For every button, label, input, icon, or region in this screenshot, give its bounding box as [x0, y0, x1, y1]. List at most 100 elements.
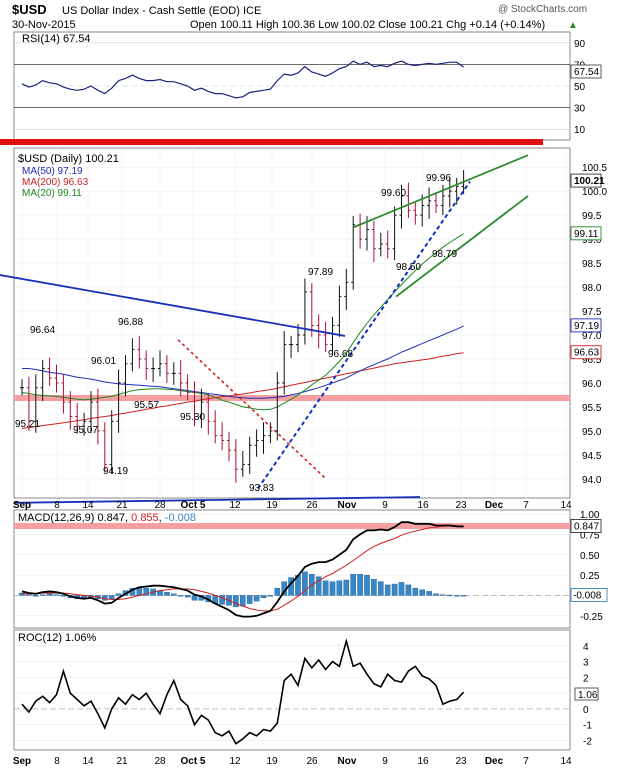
macd-hist-bar [460, 595, 467, 597]
macd-hist-bar [329, 581, 336, 596]
price-annotation: 94.19 [103, 466, 128, 477]
x-tick-mid: 16 [417, 500, 429, 511]
macd-value-tag-text: 0.847 [574, 522, 599, 533]
price-tick-label: 98.5 [582, 259, 602, 270]
rsi-value-tag-text: 67.54 [574, 67, 599, 78]
price-bar [89, 391, 93, 433]
price-annotation: 99.96 [426, 173, 451, 184]
price-bar [192, 381, 197, 427]
price-tick-label: 95.5 [582, 403, 602, 414]
macd-hist-bar [143, 587, 150, 596]
macd-value-tag [570, 519, 602, 533]
legend-ma20: MA(20) 99.11 [22, 188, 82, 199]
price-annotation: 95.21 [15, 419, 40, 430]
close-value-tag-text: 100.21 [574, 176, 605, 187]
macd-hist-bar [267, 595, 274, 597]
ma200-value-tag-text: 96.63 [574, 348, 599, 359]
x-tick-mid: 26 [306, 500, 318, 511]
index-name: US Dollar Index - Cash Settle (EOD) ICE [62, 5, 261, 17]
close-value-tag-box [570, 173, 602, 188]
macd-hist-bar [46, 593, 53, 596]
price-bar [109, 410, 114, 475]
macd-hist-bar [447, 594, 453, 597]
ohlc-readout: Open 100.11 High 100.36 Low 100.02 Close… [190, 19, 545, 31]
ma50-value-tag-text: 97.19 [574, 321, 599, 332]
price-bar [220, 422, 225, 451]
x-tick-mid: 7 [523, 500, 529, 511]
price-bar [261, 422, 266, 454]
channel-lower-line [395, 195, 529, 298]
price-bar [185, 374, 190, 401]
price-tick-label: 94.5 [582, 451, 602, 462]
macd-tick-label: 1.00 [580, 510, 600, 521]
macd-hist-bar [322, 580, 329, 596]
price-bar [337, 285, 342, 337]
macd-hist-bar [274, 587, 281, 596]
roc-tick-label: -2 [583, 737, 592, 748]
price-bar [434, 192, 438, 214]
price-bar [130, 338, 135, 372]
ma20-value-tag-box [570, 226, 602, 241]
long-blue-trendline [0, 274, 346, 337]
price-annotation: 99.60 [381, 188, 406, 199]
roc-panel [13, 629, 571, 751]
price-bar [254, 429, 259, 457]
macd-hist-bar [53, 594, 60, 596]
roc-value-tag [574, 687, 599, 701]
x-tick-bottom: Dec [485, 756, 504, 767]
price-tick-label: 100.0 [582, 187, 607, 198]
price-bar [378, 232, 383, 257]
price-bar [82, 412, 87, 436]
roc-tick-label: 3 [583, 658, 589, 669]
x-tick-bottom: 19 [266, 756, 278, 767]
macd-tick-label: 0.75 [580, 530, 600, 541]
macd-hist-bar [398, 582, 405, 596]
macd-hist-bar [453, 595, 460, 597]
macd-hist-bar [253, 595, 260, 602]
price-bar [151, 357, 156, 382]
ma50-value-tag-box [570, 318, 602, 333]
price-bar [371, 220, 376, 263]
macd-hist-bar [419, 589, 426, 596]
price-bar [427, 187, 432, 219]
price-bar [213, 410, 218, 444]
macd-tick-label: 0.50 [580, 551, 600, 562]
price-bar [61, 374, 66, 414]
macd-panel [13, 509, 571, 629]
price-bar [385, 230, 390, 259]
symbol-title: $USD [12, 2, 47, 17]
channel-upper-line [353, 154, 529, 228]
x-tick-mid: 14 [82, 500, 94, 511]
x-tick-mid: Nov [338, 500, 357, 511]
macd-hist-bar [426, 591, 432, 596]
price-tick-label: 94.0 [582, 475, 602, 486]
price-bar [144, 350, 149, 381]
price-bar [137, 335, 142, 369]
price-bar [123, 355, 128, 397]
ma200-line [21, 352, 464, 429]
price-annotation: 96.01 [91, 356, 116, 367]
macd-hist-bar [391, 583, 398, 596]
macd-hist-bar [184, 595, 191, 598]
price-annotation: 96.88 [118, 317, 143, 328]
price-bar [233, 439, 238, 483]
x-tick-bottom: 26 [306, 756, 318, 767]
price-bar [247, 436, 252, 475]
price-annotation: 97.89 [308, 267, 333, 278]
bottom-blue-line [13, 496, 421, 504]
macd-hist-bar [315, 576, 322, 596]
macd-tick-label: -0.25 [580, 612, 603, 623]
rsi-tick-label: 50 [574, 82, 586, 93]
macd-hist-bar [433, 593, 439, 596]
price-bar [282, 331, 287, 395]
x-tick-bottom: Sep [13, 756, 31, 767]
price-bar [158, 350, 162, 377]
x-tick-bottom: 8 [54, 756, 60, 767]
signal-line [22, 525, 464, 612]
macd-hist-bar [260, 595, 267, 599]
x-tick-bottom: 14 [560, 756, 572, 767]
roc-tick-label: -1 [583, 721, 592, 732]
price-tick-label: 96.0 [582, 379, 602, 390]
price-bar [296, 323, 300, 353]
price-bar [199, 388, 204, 428]
